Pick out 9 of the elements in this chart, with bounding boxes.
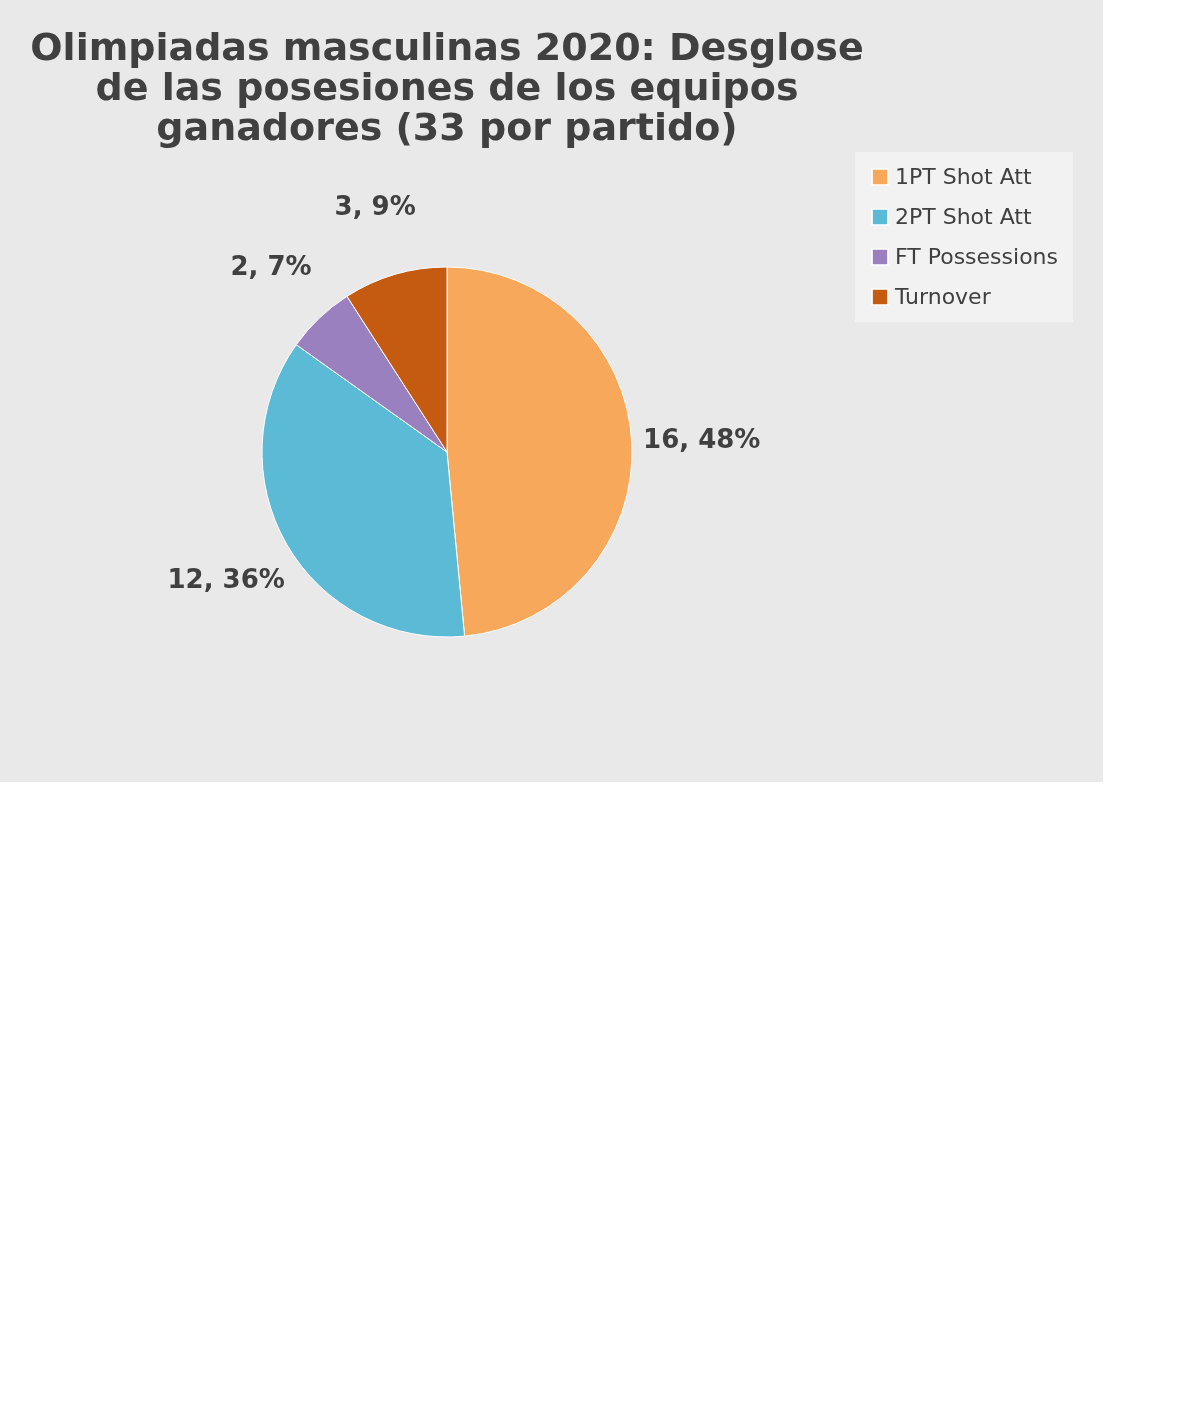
legend-label: 1PT Shot Att <box>895 164 1032 189</box>
data-label: 3, 9% <box>334 191 416 222</box>
legend-label: 2PT Shot Att <box>895 204 1032 229</box>
legend-label: FT Possessions <box>895 244 1059 269</box>
legend-label: Turnover <box>894 284 992 309</box>
data-label: 16, 48% <box>643 423 761 454</box>
text: Olimpiadas masculinas 2020: Desglose <box>30 25 864 69</box>
data-label: 12, 36% <box>167 563 285 594</box>
data-label: 2, 7% <box>230 251 312 282</box>
